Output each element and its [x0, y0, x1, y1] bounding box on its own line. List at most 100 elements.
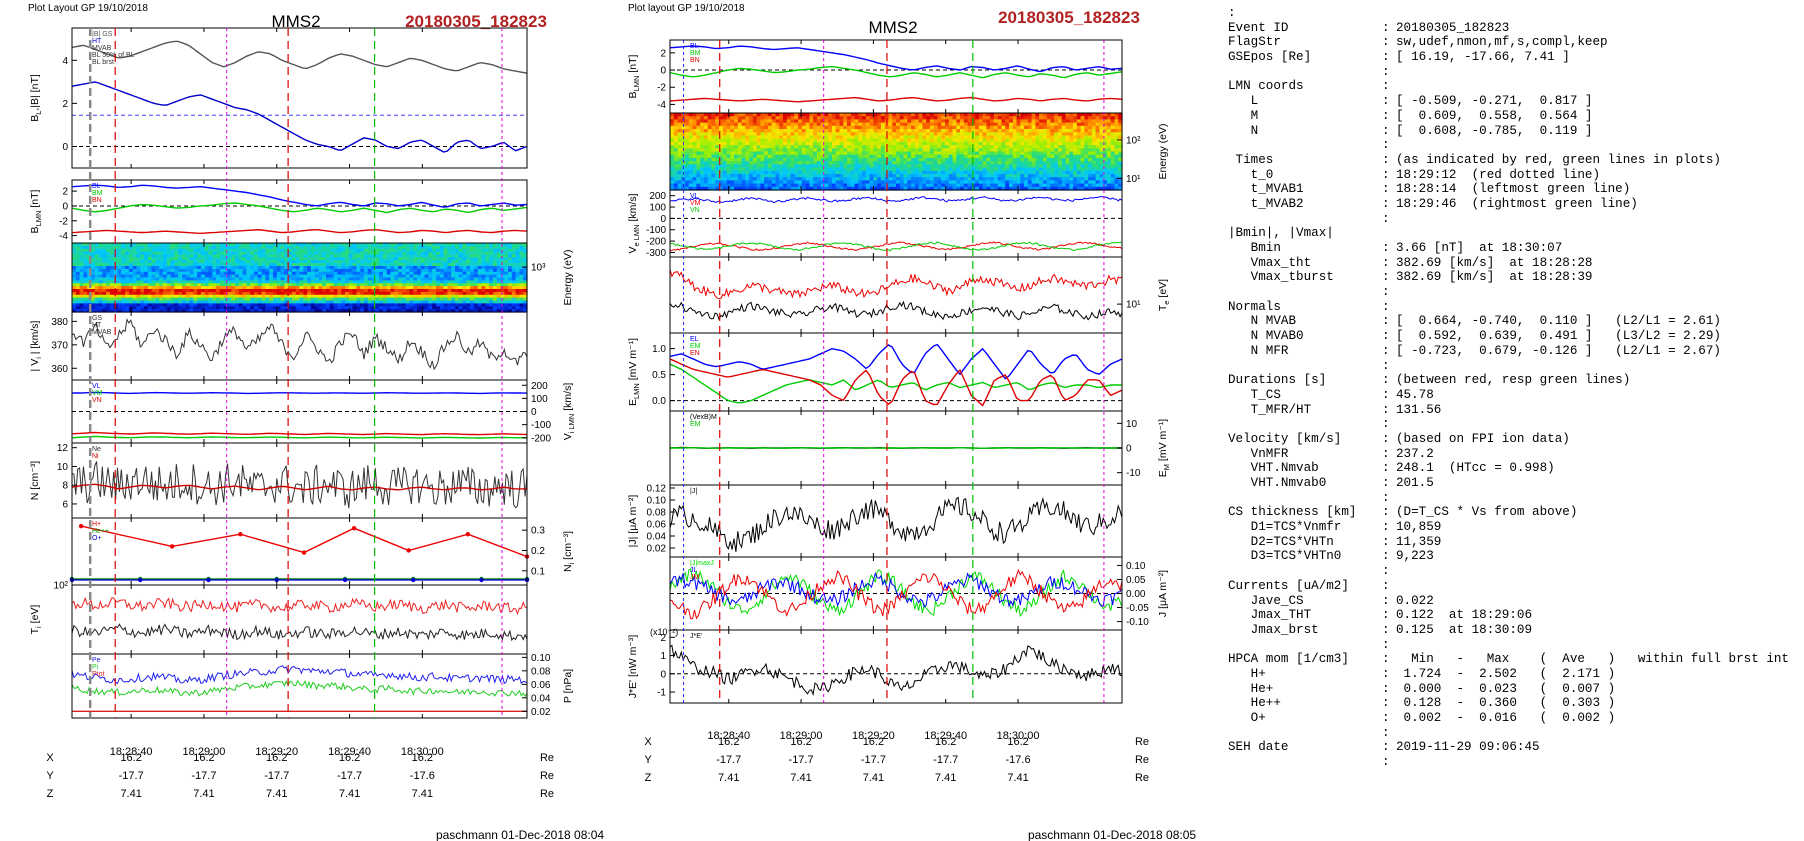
spectrogram-cell [945, 141, 950, 146]
spectrogram-cell [1069, 119, 1074, 124]
spectrogram-cell [75, 286, 81, 290]
spectrogram-cell [333, 289, 338, 293]
spectrogram-cell [945, 132, 950, 137]
spectrogram-cell [1005, 129, 1010, 133]
spectrogram-cell [824, 125, 829, 130]
spectrogram-cell [790, 141, 795, 146]
spectrogram-cell [1099, 141, 1104, 146]
spectrogram-cell [975, 138, 980, 143]
spectrogram-cell [990, 116, 995, 120]
spectrogram-cell [147, 257, 153, 261]
spectrogram-cell [382, 266, 388, 270]
spectrogram-cell [91, 300, 96, 304]
spectrogram-cell [341, 274, 346, 279]
chart-6: H+He++O+0.10.20.3Ni [cm⁻³] [69, 517, 576, 586]
spectrogram-cell [1001, 129, 1006, 133]
spectrogram-cell [1114, 129, 1119, 133]
spectrogram-cell [481, 294, 486, 299]
spectrogram-cell [428, 274, 433, 279]
series-line [80, 525, 528, 558]
spectrogram-cell [128, 274, 134, 279]
spectrogram-cell [333, 257, 338, 261]
spectrogram-cell [820, 145, 826, 149]
spectrogram-cell [390, 286, 395, 290]
spectrogram-cell [443, 251, 448, 256]
spectrogram-cell [280, 263, 285, 267]
spectrogram-cell [1091, 132, 1097, 137]
spectrogram-cell [752, 129, 758, 133]
spectrogram-cell [273, 245, 278, 250]
spectrogram-cell [805, 119, 810, 124]
spectrogram-cell [907, 157, 912, 162]
spectrogram-cell [333, 254, 338, 258]
spectrogram-cell [193, 257, 198, 261]
spectrogram-cell [903, 135, 908, 140]
spectrogram-cell [109, 260, 115, 264]
spectrogram-cell [1009, 122, 1014, 127]
spectrogram-cell [314, 245, 320, 250]
spectrogram-cell [771, 113, 777, 117]
spectrogram-cell [798, 157, 803, 162]
spectrogram-cell [865, 148, 871, 153]
spectrogram-cell [922, 154, 927, 159]
spectrogram-cell [231, 286, 236, 290]
spectrogram-cell [504, 291, 509, 296]
spectrogram-cell [523, 245, 528, 250]
spectrogram-cell [364, 251, 369, 256]
spectrogram-cell [692, 132, 697, 137]
spectrogram-cell [1024, 119, 1029, 124]
spectrogram-cell [204, 271, 210, 276]
spectrogram-cell [707, 116, 713, 120]
spectrogram-cell [83, 257, 88, 261]
spectrogram-cell [345, 291, 350, 296]
spectrogram-cell [307, 248, 312, 253]
spectrogram-cell [911, 157, 916, 162]
spectrogram-cell [200, 291, 206, 296]
spectrogram-cell [352, 274, 357, 279]
spectrogram-cell [952, 125, 957, 130]
spectrogram-cell [477, 266, 483, 270]
spectrogram-cell [945, 145, 950, 149]
spectrogram-cell [79, 286, 84, 290]
spectrogram-cell [523, 271, 528, 276]
spectrogram-cell [515, 303, 520, 307]
spectrogram-cell [136, 257, 141, 261]
spectrogram-cell [216, 306, 221, 310]
spectrogram-cell [398, 254, 403, 258]
spectrogram-cell [982, 119, 987, 124]
spectrogram-cell [1069, 116, 1074, 120]
spectrogram-cell [140, 271, 145, 276]
spectrogram-cell [730, 122, 735, 127]
spectrogram-cell [428, 300, 433, 304]
spectrogram-cell [360, 251, 365, 256]
spectrogram-cell [197, 268, 202, 273]
spectrogram-cell [174, 268, 179, 273]
spectrogram-cell [72, 294, 77, 299]
spectrogram-cell [382, 260, 388, 264]
spectrogram-cell [741, 116, 746, 120]
spectrogram-cell [511, 274, 517, 279]
spectrogram-cell [945, 138, 950, 143]
spectrogram-cell [673, 138, 679, 143]
y-axis-label: BLMN [nT] [29, 189, 43, 233]
spectrogram-cell [155, 286, 160, 290]
spectrogram-cell [291, 251, 297, 256]
spectrogram-cell [109, 263, 115, 267]
spectrogram-cell [159, 257, 164, 261]
spectrogram-cell [238, 280, 244, 284]
spectrogram-cell [375, 306, 380, 310]
spectrogram-cell [485, 294, 490, 299]
spectrogram-cell [1118, 148, 1123, 153]
spectrogram-cell [250, 277, 255, 281]
spectrogram-cell [511, 243, 517, 247]
spectrogram-cell [345, 248, 350, 253]
spectrogram-cell [109, 286, 115, 290]
spectrogram-cell [144, 245, 149, 250]
spectrogram-cell [420, 274, 426, 279]
spectrogram-cell [106, 286, 111, 290]
spectrogram-cell [873, 148, 878, 153]
spectrogram-cell [417, 300, 422, 304]
spectrogram-cell [1061, 129, 1067, 133]
spectrogram-cell [151, 266, 156, 270]
spectrogram-cell [428, 283, 433, 287]
